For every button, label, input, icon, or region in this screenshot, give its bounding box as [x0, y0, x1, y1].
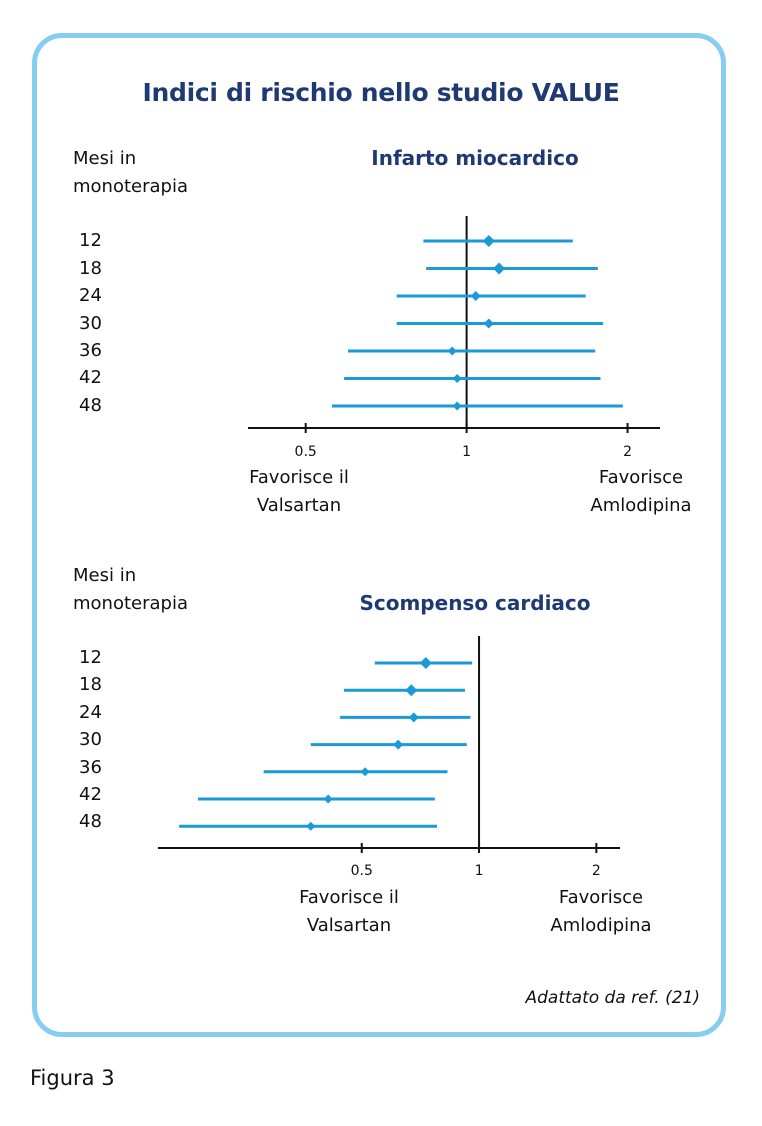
point-estimate-marker — [323, 794, 333, 804]
panel-title-scompenso: Scompenso cardiaco — [359, 591, 591, 615]
x-tick-label: 2 — [623, 444, 632, 460]
favors-right-line-1: Favorisce — [558, 887, 644, 908]
favors-left-label: Favorisce il Valsartan — [228, 464, 370, 520]
point-estimate-marker — [360, 767, 370, 777]
row-header-line-1: Mesi in — [73, 148, 137, 169]
row-label: 24 — [79, 285, 102, 306]
x-tick-label: 1 — [462, 444, 471, 460]
row-label: 42 — [79, 367, 102, 388]
point-estimate-marker — [306, 821, 316, 831]
favors-right-line-2: Amlodipina — [550, 915, 652, 936]
row-header-1: Mesi in monoterapia — [73, 145, 188, 201]
favors-left-line-1: Favorisce il — [299, 887, 399, 908]
point-estimate-marker — [482, 235, 495, 247]
row-label: 48 — [79, 395, 102, 416]
row-header-line-2: monoterapia — [73, 176, 188, 197]
row-label: 18 — [79, 674, 102, 695]
favors-right-label: Favorisce Amlodipina — [566, 464, 716, 520]
figure-title: Indici di rischio nello studio VALUE — [142, 78, 620, 107]
row-label: 48 — [79, 811, 102, 832]
favors-left-line-2: Valsartan — [306, 915, 392, 936]
point-estimate-marker — [493, 262, 506, 275]
row-label: 36 — [79, 757, 102, 778]
panel-title-infarto: Infarto miocardico — [371, 146, 579, 170]
point-estimate-marker — [452, 374, 462, 383]
row-label: 18 — [79, 258, 102, 279]
point-estimate-marker — [393, 739, 404, 750]
point-estimate-marker — [483, 318, 494, 329]
favors-right-line-1: Favorisce — [598, 467, 684, 488]
row-label: 12 — [79, 647, 102, 668]
row-label: 24 — [79, 702, 102, 723]
favors-left-line-1: Favorisce il — [249, 467, 349, 488]
point-estimate-marker — [419, 657, 432, 669]
x-tick-label: 1 — [475, 863, 484, 879]
row-header-2: Mesi in monoterapia — [73, 562, 188, 618]
point-estimate-marker — [452, 401, 462, 411]
x-tick-label: 0.5 — [351, 863, 373, 879]
row-label: 30 — [79, 729, 102, 750]
favors-left-line-2: Valsartan — [256, 495, 342, 516]
x-tick-label: 2 — [592, 863, 601, 879]
favors-right-line-2: Amlodipina — [590, 495, 692, 516]
point-estimate-marker — [447, 346, 457, 356]
favors-left-label: Favorisce il Valsartan — [278, 884, 420, 940]
row-header-line-2: monoterapia — [73, 593, 188, 614]
point-estimate-marker — [405, 684, 418, 697]
x-tick-label: 0.5 — [295, 444, 317, 460]
row-label: 12 — [79, 230, 102, 251]
source-credit: Adattato da ref. (21) — [525, 988, 700, 1008]
figure-frame — [32, 33, 726, 1037]
point-estimate-marker — [408, 712, 419, 723]
row-label: 30 — [79, 313, 102, 334]
row-label: 36 — [79, 340, 102, 361]
figure-label: Figura 3 — [30, 1066, 115, 1090]
row-label: 42 — [79, 784, 102, 805]
favors-right-label: Favorisce Amlodipina — [526, 884, 676, 940]
row-header-line-1: Mesi in — [73, 565, 137, 586]
point-estimate-marker — [470, 291, 481, 301]
